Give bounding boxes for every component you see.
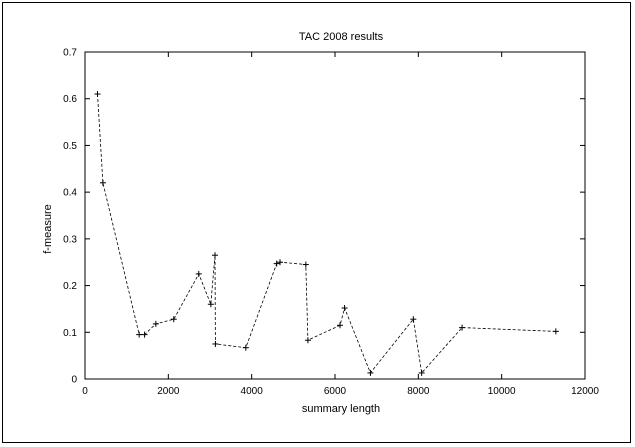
axes: 0 2000 4000 6000 8000 10000 12000 0 0.1 0.2 0.3 0.4…: [63, 48, 599, 398]
data-point: [152, 320, 159, 327]
series: [94, 91, 559, 376]
data-point: [552, 328, 559, 335]
y-tick-label: 0.4: [63, 188, 77, 199]
y-tick-label: 0.7: [63, 48, 77, 59]
data-point: [304, 337, 311, 344]
data-point: [277, 259, 283, 266]
data-point: [367, 369, 374, 376]
y-tick-label: 0.5: [63, 141, 77, 152]
data-point: [170, 316, 177, 323]
data-point: [136, 331, 143, 338]
x-tick-label: 2000: [157, 386, 180, 397]
chart-title: TAC 2008 results: [299, 31, 384, 43]
x-tick-label: 8000: [407, 386, 430, 397]
x-tick-label: 6000: [324, 386, 347, 397]
data-point: [195, 270, 202, 277]
y-tick-label: 0.3: [63, 234, 77, 245]
data-point: [94, 91, 101, 98]
y-tick-label: 0.2: [63, 281, 77, 292]
y-tick-label: 0: [71, 375, 77, 386]
data-point: [99, 179, 106, 186]
data-point: [459, 324, 466, 331]
data-point: [337, 322, 343, 329]
data-point: [341, 304, 348, 311]
data-point: [418, 369, 425, 376]
x-tick-label: 12000: [571, 386, 599, 397]
data-point: [242, 344, 249, 351]
x-tick-label: 10000: [488, 386, 516, 397]
x-tick-label: 0: [82, 386, 88, 397]
plot-area-border: [84, 51, 586, 380]
y-tick-label: 0.6: [63, 94, 77, 105]
series-line: [97, 93, 556, 374]
chart-frame: [2, 2, 631, 443]
data-point: [212, 252, 218, 259]
data-point: [141, 331, 148, 338]
x-tick-label: 4000: [241, 386, 264, 397]
x-axis-label: summary length: [302, 403, 380, 415]
y-tick-label: 0.1: [63, 328, 77, 339]
y-axis-label: f-measure: [42, 204, 54, 254]
data-point: [273, 260, 280, 267]
data-point: [302, 261, 309, 268]
data-point: [207, 301, 214, 308]
data-point: [212, 340, 219, 347]
data-point: [410, 316, 417, 323]
